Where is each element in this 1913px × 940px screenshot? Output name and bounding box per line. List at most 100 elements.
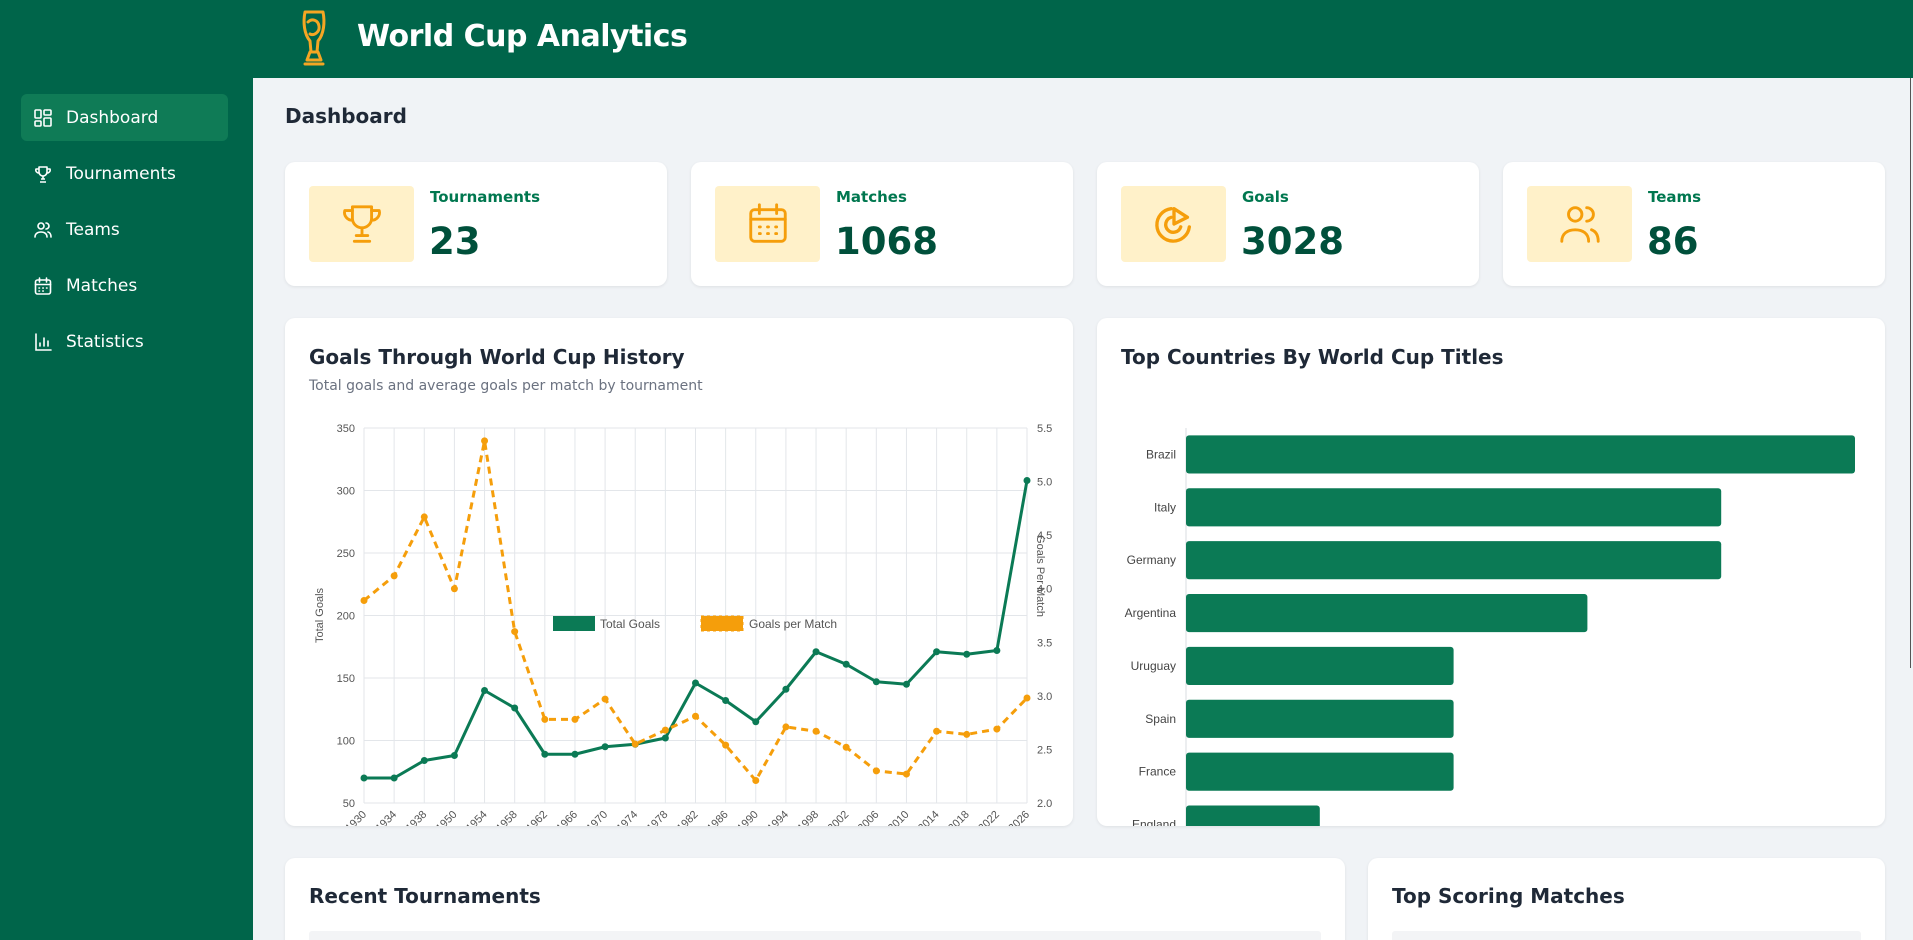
main-content: Dashboard Tournaments 23 Matches 1068 Go… — [253, 78, 1913, 940]
data-point — [963, 730, 971, 738]
sidebar-item-teams[interactable]: Teams — [21, 206, 228, 253]
x-tick-label: 2010 — [886, 809, 912, 826]
stat-label: Matches — [836, 188, 907, 206]
stat-card-matches: Matches 1068 — [691, 162, 1073, 286]
data-point — [993, 725, 1001, 733]
scrollbar[interactable] — [1910, 78, 1911, 668]
stat-value: 86 — [1647, 220, 1699, 263]
data-point — [782, 685, 790, 693]
data-point — [601, 695, 609, 703]
bar-england — [1186, 805, 1320, 826]
x-tick-label: 1978 — [645, 809, 671, 826]
x-tick-label: 1998 — [795, 809, 821, 826]
stat-card-teams: Teams 86 — [1503, 162, 1885, 286]
x-tick-label: 1930 — [343, 809, 369, 826]
card-title: Recent Tournaments — [309, 884, 541, 908]
x-tick-label: 1958 — [494, 809, 520, 826]
x-tick-label: 1970 — [584, 809, 610, 826]
y-tick-label: 150 — [337, 673, 355, 685]
x-tick-label: 1982 — [675, 809, 701, 826]
category-label: Germany — [1127, 553, 1176, 567]
y-tick-label: 350 — [337, 423, 355, 435]
data-point — [360, 774, 368, 782]
data-point — [511, 704, 519, 712]
sidebar-item-dashboard[interactable]: Dashboard — [21, 94, 228, 141]
y2-tick-label: 2.5 — [1037, 744, 1052, 756]
page-title: Dashboard — [285, 104, 407, 128]
y-tick-label: 100 — [337, 736, 355, 748]
data-point — [601, 743, 609, 751]
chart-title: Top Countries By World Cup Titles — [1121, 345, 1504, 369]
card-title: Top Scoring Matches — [1392, 884, 1625, 908]
category-label: Italy — [1154, 500, 1176, 514]
x-tick-label: 1962 — [524, 809, 550, 826]
category-label: France — [1139, 765, 1177, 779]
x-tick-label: 1934 — [373, 809, 399, 826]
data-point — [390, 774, 398, 782]
data-point — [1023, 477, 1031, 484]
y2-tick-label: 2.0 — [1037, 798, 1052, 810]
users-icon — [33, 220, 53, 240]
data-point — [812, 727, 820, 735]
x-tick-label: 1986 — [705, 809, 731, 826]
data-point — [481, 437, 489, 445]
data-point — [571, 715, 579, 723]
data-point — [872, 767, 880, 775]
data-point — [842, 743, 850, 751]
top-bar: World Cup Analytics — [0, 0, 1913, 78]
data-point — [872, 678, 880, 686]
y2-tick-label: 5.0 — [1037, 477, 1052, 489]
data-point — [933, 727, 941, 735]
data-point — [450, 752, 458, 759]
data-point — [390, 572, 398, 580]
dashboard-icon — [33, 108, 53, 128]
bar-spain — [1186, 699, 1454, 738]
calendar-icon — [33, 276, 53, 296]
sidebar-item-matches[interactable]: Matches — [21, 262, 228, 309]
goals-history-chart-card: Goals Through World Cup History Total go… — [285, 318, 1073, 826]
x-tick-label: 1994 — [765, 809, 791, 826]
bar-argentina — [1186, 594, 1588, 633]
data-point — [481, 687, 489, 694]
sidebar-item-tournaments[interactable]: Tournaments — [21, 150, 228, 197]
trophy-icon — [309, 186, 414, 262]
y-tick-label: 250 — [337, 548, 355, 560]
x-tick-label: 1950 — [434, 809, 460, 826]
data-point — [450, 585, 458, 593]
category-label: Argentina — [1125, 606, 1177, 620]
y-tick-label: 200 — [337, 611, 355, 623]
x-tick-label: 2018 — [946, 809, 972, 826]
users-icon — [1527, 186, 1632, 262]
data-point — [661, 726, 669, 734]
stat-label: Goals — [1242, 188, 1289, 206]
y-tick-label: 300 — [337, 486, 355, 498]
bar-uruguay — [1186, 646, 1454, 685]
data-point — [993, 647, 1001, 654]
calendar-icon — [715, 186, 820, 262]
data-point — [782, 723, 790, 731]
sidebar-item-label: Matches — [66, 275, 138, 296]
data-point — [963, 650, 971, 658]
goal-target-icon — [1121, 186, 1226, 262]
x-tick-label: 1990 — [735, 809, 761, 826]
stat-card-goals: Goals 3028 — [1097, 162, 1479, 286]
y2-axis-label: Goals Per Match — [1034, 535, 1046, 617]
sidebar-item-statistics[interactable]: Statistics — [21, 318, 228, 365]
titles-bar-chart: Brazil Italy Germany Argentina Uruguay Spain F… — [1125, 428, 1855, 826]
x-tick-label: 1954 — [464, 809, 490, 826]
stat-value: 23 — [429, 220, 481, 263]
app-title: World Cup Analytics — [357, 19, 688, 54]
y2-tick-label: 4.0 — [1037, 584, 1052, 596]
data-point — [420, 757, 428, 764]
x-tick-label: 1974 — [615, 809, 641, 826]
sidebar-item-label: Teams — [66, 219, 120, 240]
data-point — [692, 712, 699, 720]
data-point — [692, 679, 699, 687]
data-point — [541, 715, 549, 723]
stat-label: Teams — [1648, 188, 1702, 206]
x-tick-label: 2026 — [1006, 809, 1032, 826]
chart-subtitle: Total goals and average goals per match … — [309, 378, 703, 394]
category-label: Uruguay — [1131, 659, 1176, 673]
legend-label: Total Goals — [600, 617, 660, 631]
